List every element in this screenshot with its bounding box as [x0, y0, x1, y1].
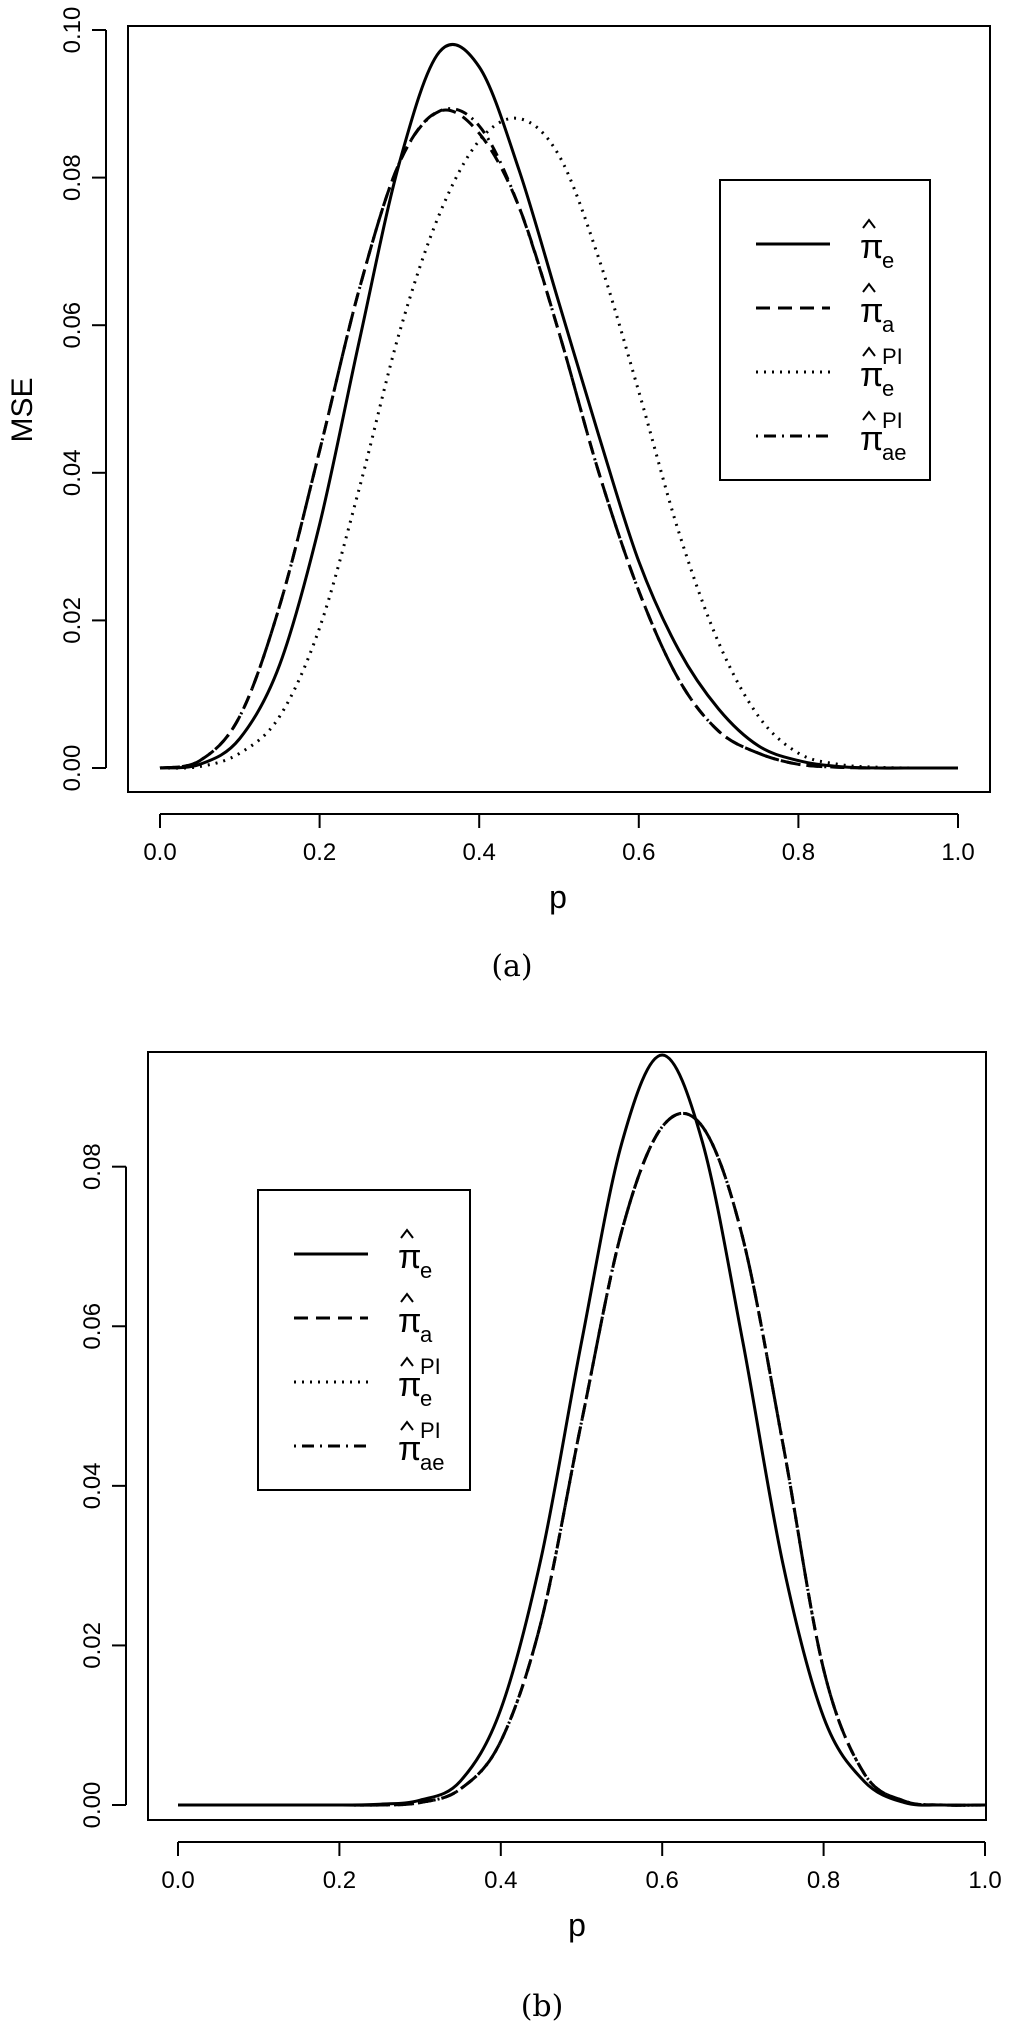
x-tick-label: 0.8 — [782, 839, 815, 866]
hat-accent-icon — [862, 346, 876, 357]
legend-label: π — [398, 1430, 421, 1468]
y-tick-label: 0.02 — [79, 1622, 106, 1669]
legend-superscript: PI — [882, 408, 903, 433]
y-tick-label: 0.00 — [59, 745, 86, 792]
legend-subscript: e — [882, 248, 894, 273]
legend-label: π — [860, 356, 883, 394]
x-tick-label: 0.0 — [143, 839, 176, 866]
plot-frame-b — [147, 1051, 987, 1821]
x-tick-label: 0.8 — [807, 1867, 840, 1894]
series-lines-b — [177, 1053, 986, 1807]
legend-superscript: PI — [420, 1418, 441, 1443]
legend-superscript: PI — [882, 344, 903, 369]
legend-label: π — [398, 1366, 421, 1404]
legend-label: π — [860, 420, 883, 458]
legend-label: π — [860, 292, 883, 330]
legend-superscript: PI — [420, 1354, 441, 1379]
hat-accent-icon — [400, 1228, 414, 1239]
series-line-solid — [159, 43, 958, 770]
hat-accent-icon — [400, 1356, 414, 1367]
hat-accent-icon — [400, 1420, 414, 1431]
legend-label: π — [860, 228, 883, 266]
legend-subscript: ae — [420, 1450, 444, 1475]
x-tick-label: 0.6 — [646, 1867, 679, 1894]
caption-b: (b) — [521, 1989, 564, 2024]
legend-label: π — [398, 1238, 421, 1276]
legend-subscript: a — [882, 312, 895, 337]
x-tick-label: 1.0 — [968, 1867, 1001, 1894]
caption-a: (a) — [491, 949, 532, 984]
y-tick-label: 0.08 — [79, 1143, 106, 1190]
y-axis-label-a: MSE — [6, 377, 39, 442]
chart-panel-b: 0.0 0.2 0.4 0.6 0.8 1.0 0.00 0.02 0.04 0.06 0.08 p… — [79, 1051, 1002, 2024]
chart-panel-a: 0.0 0.2 0.4 0.6 0.8 1.0 0.00 0.02 0.04 0.06 0.08 0.… — [6, 7, 991, 984]
series-line-dotdash — [177, 1111, 986, 1807]
y-tick-label: 0.08 — [59, 154, 86, 201]
y-tick-label: 0.04 — [59, 449, 86, 496]
axes-b: 0.0 0.2 0.4 0.6 0.8 1.0 0.00 0.02 0.04 0.06 0.08 — [79, 1143, 1002, 1894]
series-line-dotted — [159, 116, 959, 770]
x-tick-label: 0.6 — [622, 839, 655, 866]
x-axis-label-b: p — [568, 1907, 586, 1943]
series-line-dotdash — [159, 107, 958, 770]
y-tick-label: 0.06 — [79, 1303, 106, 1350]
x-axis-label-a: p — [549, 879, 567, 915]
axes-a: 0.0 0.2 0.4 0.6 0.8 1.0 0.00 0.02 0.04 0.06 0.08 0.… — [59, 7, 975, 866]
legend-subscript: ae — [882, 440, 906, 465]
x-tick-label: 1.0 — [941, 839, 974, 866]
x-tick-label: 0.2 — [303, 839, 336, 866]
x-tick-label: 0.0 — [161, 1867, 194, 1894]
y-tick-label: 0.00 — [79, 1782, 106, 1829]
legend-subscript: e — [882, 376, 894, 401]
y-tick-label: 0.10 — [59, 7, 86, 54]
x-tick-label: 0.2 — [323, 1867, 356, 1894]
y-tick-label: 0.02 — [59, 597, 86, 644]
legend-subscript: e — [420, 1386, 432, 1411]
x-tick-label: 0.4 — [484, 1867, 517, 1894]
legend-box — [257, 1189, 471, 1491]
legend-label: π — [398, 1302, 421, 1340]
plot-frame-a — [127, 25, 991, 793]
hat-accent-icon — [400, 1292, 414, 1303]
legend-subscript: e — [420, 1258, 432, 1283]
y-tick-label: 0.04 — [79, 1462, 106, 1509]
hat-accent-icon — [862, 410, 876, 421]
series-line-dotted — [177, 1111, 986, 1807]
hat-accent-icon — [862, 282, 876, 293]
legend-box — [719, 179, 931, 481]
y-tick-label: 0.06 — [59, 302, 86, 349]
hat-accent-icon — [862, 218, 876, 229]
x-tick-label: 0.4 — [463, 839, 496, 866]
series-lines-a — [159, 43, 959, 770]
legend-subscript: a — [420, 1322, 433, 1347]
